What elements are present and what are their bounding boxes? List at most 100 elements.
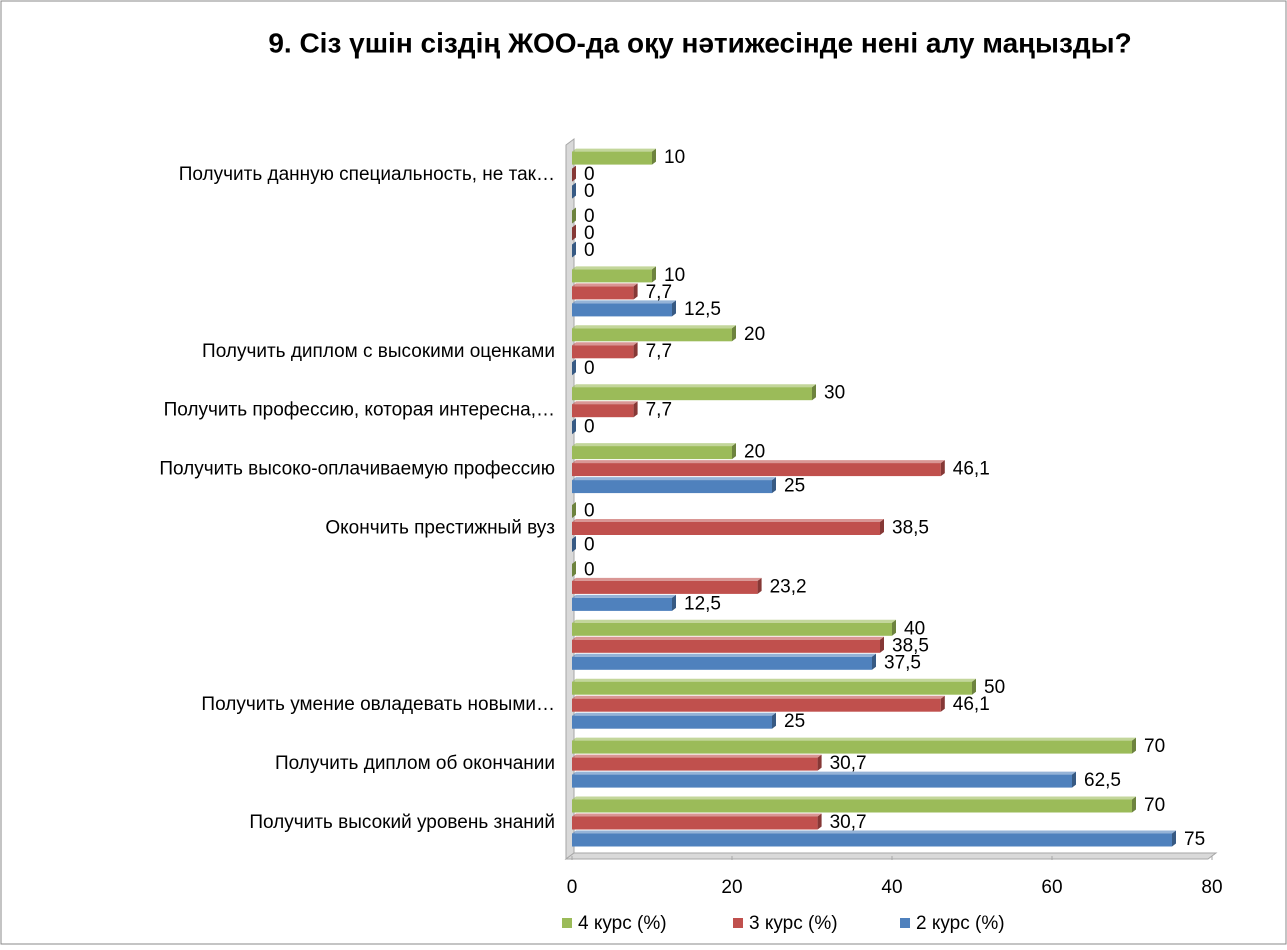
bar [572,833,1172,847]
value-label: 0 [584,240,595,261]
value-label: 20 [744,324,765,345]
bar-cap [572,502,576,518]
bar-cap [672,300,676,317]
value-label: 12,5 [684,593,721,614]
bar-cap [732,443,736,460]
bar-cap [812,384,816,401]
x-tick-label: 80 [1201,877,1222,898]
value-label: 75 [1184,829,1205,850]
bar-cap [940,695,945,712]
value-label: 38,5 [892,518,929,539]
bar [572,286,634,300]
legend-label: 4 курс (%) [578,913,667,934]
bar-cap [572,165,576,182]
bar-cap [572,418,576,435]
bar-top [572,830,1176,834]
value-label: 40 [904,618,925,639]
bar-top [572,619,896,623]
bar-top [572,283,638,287]
value-label: 30,7 [830,753,867,774]
bar [572,580,758,594]
value-label: 7,7 [646,282,672,303]
bar-cap [572,359,576,376]
bar-cap [572,536,576,552]
bar-top [572,519,884,522]
bar-cap [633,283,638,300]
y-tick-label: Окончить престижный вуз [325,518,555,539]
value-label: 0 [584,358,595,379]
bar-cap [633,401,638,418]
bar-cap [633,342,638,359]
legend-swatch [733,918,743,928]
bar-top [572,477,776,481]
bar-cap [880,519,884,535]
bar-cap [972,678,976,695]
bar [572,681,972,695]
legend-label: 3 курс (%) [749,913,838,934]
bar-cap [1132,737,1136,754]
value-label: 46,1 [953,459,990,480]
value-label: 62,5 [1084,770,1121,791]
bar-top [572,266,656,270]
bar-top [572,460,945,464]
bar-cap [572,241,576,258]
value-label: 10 [664,265,685,286]
bar-cap [772,477,776,494]
bar-top [572,401,638,405]
legend-swatch [562,918,572,928]
bar-cap [1072,771,1076,788]
bar-top [572,771,1076,775]
bar-cap [572,224,576,241]
bar [572,639,880,653]
bar-top [572,342,638,346]
value-label: 0 [584,559,595,580]
bar [572,303,672,317]
y-tick-label: Получить диплом с высокими оценками [202,341,555,362]
y-tick-label: Получить высокий уровень знаний [249,812,555,833]
bar-top [572,813,822,817]
y-tick-label: Получить умение овладевать новыми… [201,694,555,715]
value-label: 0 [584,223,595,244]
axis-floor [564,852,1218,860]
bar [572,816,818,830]
value-label: 23,2 [770,576,807,597]
bar-cap [572,207,576,224]
bar [572,522,880,535]
bar-cap [672,594,676,611]
value-label: 30 [824,383,845,404]
bar-top [572,695,945,699]
value-label: 10 [664,147,685,168]
y-tick-label: Получить данную специальность, не так… [179,164,555,185]
bar [572,774,1072,788]
value-label: 7,7 [646,400,672,421]
value-label: 12,5 [684,299,721,320]
bar [572,328,732,342]
bar-top [572,443,736,447]
bar [572,151,652,165]
x-tick-label: 20 [721,877,742,898]
y-tick-label: Получить высоко-оплачиваемую профессию [159,459,555,480]
bar [572,740,1132,754]
bar-top [572,325,736,329]
bar-cap [652,148,656,165]
value-label: 0 [584,164,595,185]
bar [572,715,772,729]
bar-top [572,712,776,716]
y-tick-label: Получить профессию, которая интересна,… [164,400,555,421]
bar-cap [652,266,656,283]
x-tick-label: 40 [881,877,902,898]
value-label: 50 [984,677,1005,698]
x-tick-label: 0 [567,877,578,898]
bar-cap [940,460,945,477]
bar-cap [880,636,884,653]
value-label: 37,5 [884,652,921,673]
value-label: 7,7 [646,341,672,362]
value-label: 0 [584,535,595,556]
bar-top [572,678,976,682]
bar-top [572,577,762,581]
bar-cap [1132,796,1136,813]
bar [572,463,941,477]
value-label: 38,5 [892,635,929,656]
y-tick-label: Получить диплом об окончании [275,753,555,774]
